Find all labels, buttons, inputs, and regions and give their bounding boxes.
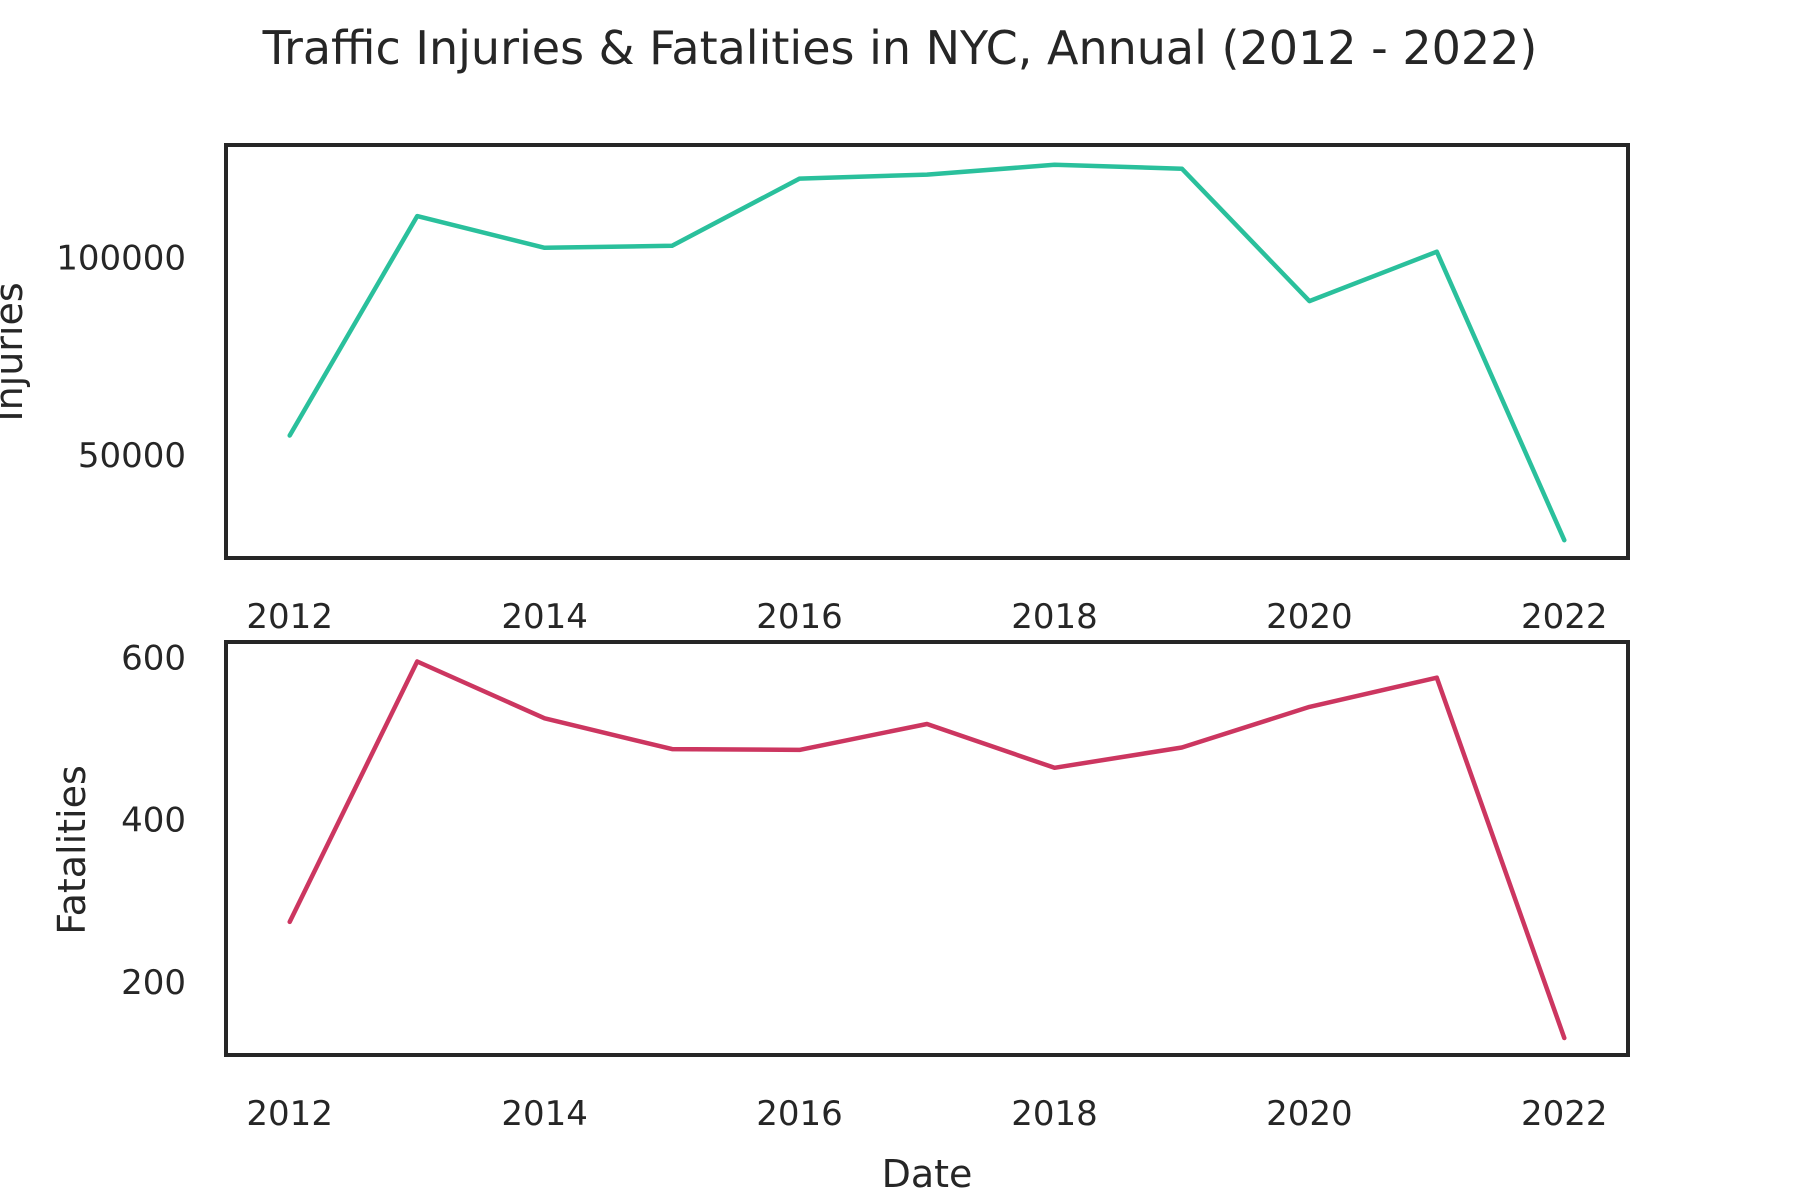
injuries-series [287, 162, 1567, 543]
fatalities-series [287, 659, 1567, 1041]
fatalities-x-axis-label: Date [882, 1152, 973, 1196]
fatalities-y-axis-label: Fatalities [50, 765, 94, 935]
injuries-x-tick-label: 2012 [246, 597, 333, 637]
injuries-x-ticks: 2012 2014 2016 2018 2020 2022 [246, 597, 1607, 637]
fatalities-x-tick-label: 2018 [1011, 1094, 1098, 1134]
injuries-x-tick-label: 2020 [1266, 597, 1353, 637]
fatalities-y-ticks: 200 400 600 [121, 638, 186, 1003]
fatalities-x-tick-label: 2012 [246, 1094, 333, 1134]
injuries-x-tick-label: 2022 [1521, 597, 1608, 637]
injuries-x-tick-label: 2018 [1011, 597, 1098, 637]
injuries-y-tick-label: 50000 [78, 436, 186, 476]
injuries-line [287, 162, 1567, 543]
fatalities-x-tick-label: 2020 [1266, 1094, 1353, 1134]
fatalities-y-tick-label: 600 [121, 638, 186, 678]
fatalities-x-tick-label: 2022 [1521, 1094, 1608, 1134]
fatalities-axes-frame [224, 640, 1630, 1057]
fatalities-x-ticks: 2012 2014 2016 2018 2020 2022 [246, 1094, 1607, 1134]
fatalities-x-tick-label: 2014 [501, 1094, 588, 1134]
fatalities-y-tick-label: 200 [121, 963, 186, 1003]
injuries-y-axis-label: Injuries [0, 282, 31, 421]
injuries-x-tick-label: 2014 [501, 597, 588, 637]
injuries-axes-frame [224, 143, 1630, 560]
injuries-x-tick-label: 2016 [756, 597, 843, 637]
fatalities-panel: 2012 2014 2016 2018 2020 2022 200 400 600 Fatal… [50, 638, 1630, 1196]
injuries-panel: 2012 2014 2016 2018 2020 2022 50000 100000 Inj… [0, 143, 1630, 637]
injuries-y-tick-label: 100000 [56, 239, 186, 279]
injuries-y-ticks: 50000 100000 [56, 239, 186, 477]
fatalities-line [287, 659, 1567, 1041]
fatalities-x-tick-label: 2016 [756, 1094, 843, 1134]
fatalities-y-tick-label: 400 [121, 801, 186, 841]
chart-title: Traffic Injuries & Fatalities in NYC, An… [262, 21, 1538, 75]
